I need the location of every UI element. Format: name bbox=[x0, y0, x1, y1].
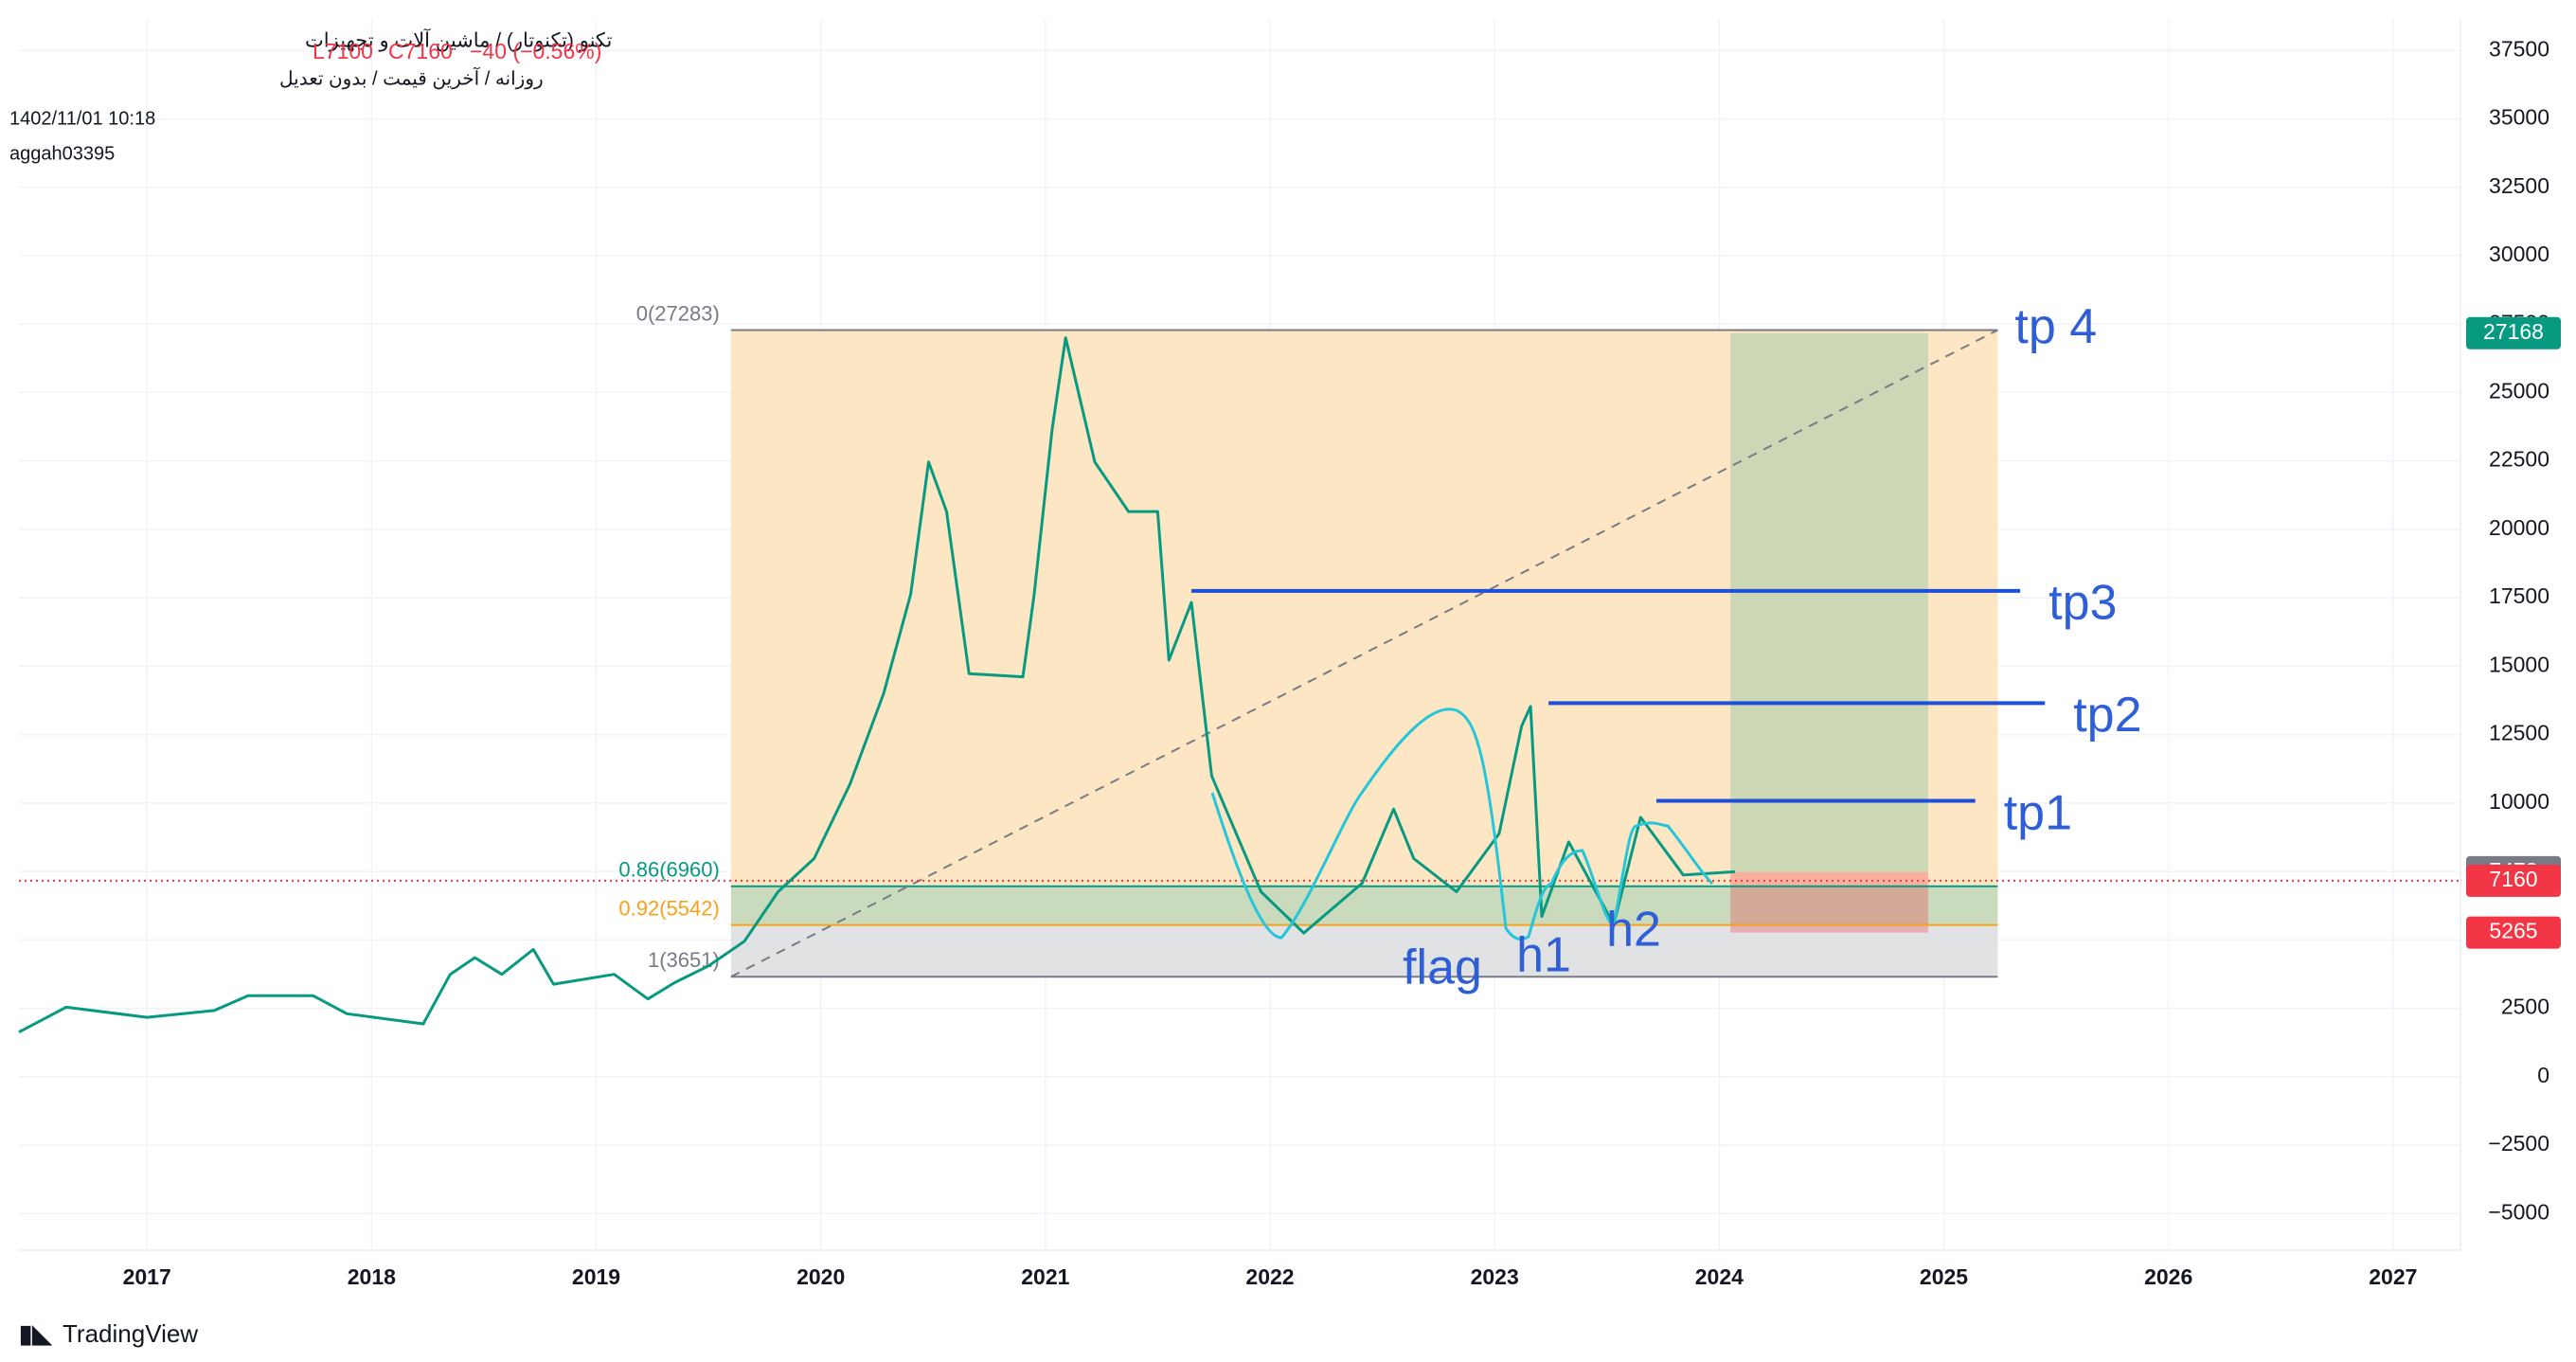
y-tick-label: 32500 bbox=[2489, 173, 2549, 198]
y-tick-label: 0 bbox=[2537, 1063, 2549, 1087]
datetime: 1402/11/01 10:18 bbox=[9, 108, 155, 129]
target-label: tp1 bbox=[2004, 785, 2072, 840]
plot-layer: −5000−2500025005000750010000125001500017… bbox=[18, 19, 2561, 1289]
y-tick-label: 25000 bbox=[2489, 378, 2549, 403]
fib-trend bbox=[730, 329, 1998, 978]
price-badge-label: 5265 bbox=[2489, 919, 2537, 943]
price-badge bbox=[2466, 864, 2561, 897]
y-tick-label: 2500 bbox=[2501, 995, 2549, 1019]
x-tick-label: 2022 bbox=[1245, 1264, 1294, 1289]
pattern-label: h2 bbox=[1606, 903, 1661, 958]
pattern-label: h1 bbox=[1516, 928, 1571, 983]
position-target bbox=[1730, 332, 1928, 872]
fib-band bbox=[730, 924, 1998, 977]
y-tick-label: 15000 bbox=[2489, 652, 2549, 676]
target-label: tp 4 bbox=[2014, 299, 2097, 354]
ohlc-change: −40 (−0.56%) bbox=[470, 39, 601, 63]
fib-label: 0.92(5542) bbox=[618, 896, 719, 920]
x-tick-label: 2020 bbox=[796, 1264, 845, 1289]
symbol-title: تکنو (تکنوتار) / ماشین آلات و تجهیزات bbox=[305, 27, 613, 53]
y-tick-label: 20000 bbox=[2489, 515, 2549, 540]
x-tick-label: 2017 bbox=[123, 1264, 171, 1289]
ohlc-close: C7160 bbox=[388, 39, 453, 63]
y-tick-label: 22500 bbox=[2489, 447, 2549, 472]
y-tick-label: 37500 bbox=[2489, 36, 2549, 61]
author: aggah03395 bbox=[9, 143, 115, 164]
target-label: tp3 bbox=[2048, 576, 2117, 631]
y-tick-label: −5000 bbox=[2488, 1199, 2549, 1224]
x-tick-label: 2021 bbox=[1021, 1264, 1069, 1289]
fib-label: 0(27283) bbox=[636, 301, 720, 325]
brand-logo: ▮◣ bbox=[19, 1319, 53, 1348]
fib-label: 0.86(6960) bbox=[618, 858, 719, 882]
pattern-label: flag bbox=[1403, 941, 1482, 995]
x-tick-label: 2027 bbox=[2369, 1264, 2417, 1289]
ohlc-low: L7100 bbox=[313, 39, 373, 63]
price-badge bbox=[2466, 916, 2561, 949]
target-label: tp2 bbox=[2073, 688, 2141, 743]
y-tick-label: −2500 bbox=[2488, 1131, 2549, 1156]
x-tick-label: 2025 bbox=[1920, 1264, 1968, 1289]
position-stop bbox=[1730, 871, 1928, 933]
subtitle: روزانه / آخرین قیمت / بدون تعدیل bbox=[279, 66, 544, 89]
x-tick-label: 2024 bbox=[1695, 1264, 1744, 1289]
price-badge-label: 27168 bbox=[2483, 319, 2544, 344]
x-tick-label: 2026 bbox=[2144, 1264, 2192, 1289]
y-tick-label: 17500 bbox=[2489, 583, 2549, 608]
y-tick-label: 30000 bbox=[2489, 242, 2549, 266]
y-tick-label: 10000 bbox=[2489, 789, 2549, 814]
x-tick-label: 2018 bbox=[348, 1264, 396, 1289]
brand: TradingView bbox=[63, 1319, 198, 1348]
pattern-curve bbox=[1210, 708, 1714, 941]
y-tick-label: 12500 bbox=[2489, 721, 2549, 745]
price-badge-label: 7160 bbox=[2489, 867, 2537, 891]
x-tick-label: 2023 bbox=[1471, 1264, 1519, 1289]
y-tick-label: 35000 bbox=[2489, 105, 2549, 130]
fib-band bbox=[730, 330, 1998, 887]
fib-band bbox=[730, 886, 1998, 925]
price-badge bbox=[2466, 316, 2561, 349]
fib-label: 1(3651) bbox=[648, 948, 720, 972]
price-line bbox=[18, 336, 1736, 1034]
x-tick-label: 2019 bbox=[572, 1264, 620, 1289]
